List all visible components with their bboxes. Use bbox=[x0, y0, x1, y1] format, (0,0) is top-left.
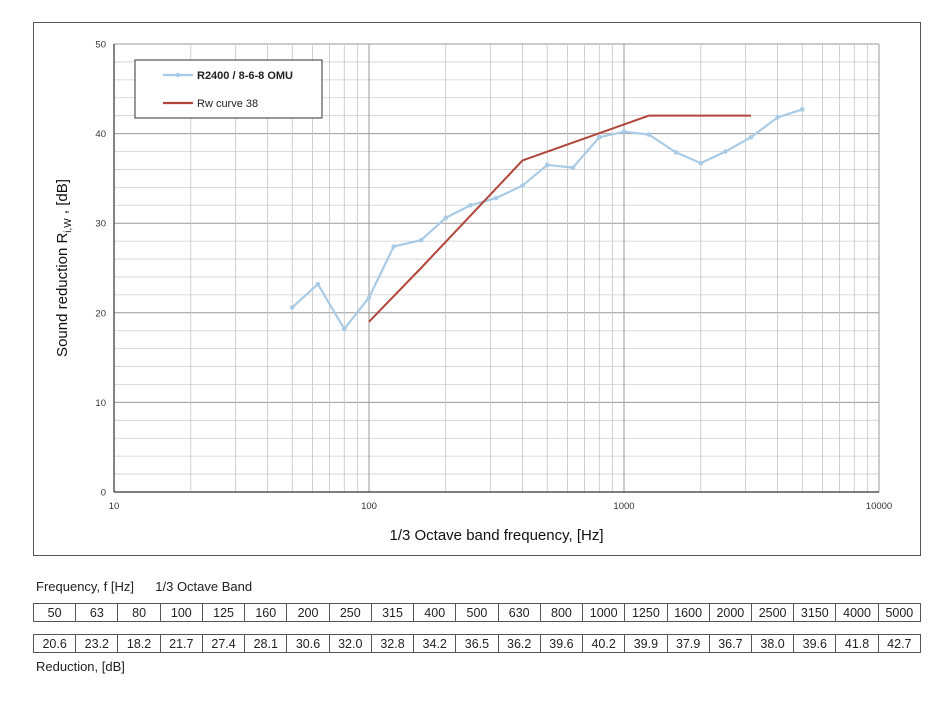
data-point bbox=[748, 134, 754, 140]
frequency-cell: 125 bbox=[201, 603, 246, 622]
reduction-cell: 20.6 bbox=[32, 634, 77, 653]
data-point bbox=[391, 244, 397, 249]
data-point bbox=[673, 150, 679, 155]
reduction-cell: 23.2 bbox=[75, 634, 119, 653]
data-point bbox=[646, 132, 652, 137]
frequency-cell: 2000 bbox=[708, 603, 752, 622]
reduction-cell: 40.2 bbox=[582, 634, 626, 653]
data-point bbox=[443, 215, 449, 221]
y-tick-label: 50 bbox=[95, 40, 106, 51]
y-tick-label: 0 bbox=[101, 488, 106, 499]
reduction-cell: 18.2 bbox=[117, 634, 161, 653]
reduction-cell: 30.6 bbox=[286, 634, 330, 653]
frequency-label: Frequency, f [Hz] bbox=[36, 579, 135, 594]
data-point bbox=[315, 281, 321, 287]
data-point bbox=[468, 202, 473, 208]
x-tick-label: 10000 bbox=[866, 501, 892, 512]
frequency-cell: 50 bbox=[32, 603, 77, 622]
reduction-cell: 39.6 bbox=[793, 634, 837, 653]
frequency-cell: 5000 bbox=[877, 603, 922, 622]
legend-box bbox=[134, 59, 323, 119]
band-label: 1/3 Octave Band bbox=[155, 579, 253, 594]
data-point bbox=[493, 195, 499, 201]
reduction-cell: 21.7 bbox=[159, 634, 203, 653]
reduction-cell: 34.2 bbox=[413, 634, 457, 653]
frequency-cell: 500 bbox=[455, 603, 499, 622]
data-point bbox=[596, 134, 602, 140]
reduction-cell: 27.4 bbox=[201, 634, 246, 653]
y-tick-label: 40 bbox=[95, 129, 106, 140]
data-point bbox=[544, 162, 550, 168]
data-point bbox=[289, 305, 295, 310]
reduction-cell: 42.7 bbox=[877, 634, 922, 653]
reduction-label: Reduction, [dB] bbox=[36, 659, 125, 674]
reduction-cell: 39.6 bbox=[539, 634, 584, 653]
frequency-cell: 160 bbox=[244, 603, 288, 622]
y-axis-label: Sound reduction Ri,W , [dB] bbox=[54, 179, 74, 357]
x-tick-label: 1000 bbox=[613, 501, 634, 512]
data-point bbox=[366, 295, 372, 300]
frequency-cell: 315 bbox=[370, 603, 415, 622]
legend-label: Rw curve 38 bbox=[197, 98, 258, 110]
series-line-2 bbox=[368, 114, 752, 323]
x-axis-label: 1/3 Octave band frequency, [Hz] bbox=[389, 527, 603, 544]
frequency-cell: 63 bbox=[75, 603, 119, 622]
data-point bbox=[520, 183, 525, 188]
frequency-cell: 4000 bbox=[835, 603, 879, 622]
data-point bbox=[799, 107, 805, 112]
reduction-cell: 32.0 bbox=[328, 634, 372, 653]
x-tick-label: 100 bbox=[361, 501, 377, 512]
frequency-cell: 400 bbox=[413, 603, 457, 622]
reduction-cell: 41.8 bbox=[835, 634, 879, 653]
frequency-cell: 200 bbox=[286, 603, 330, 622]
reduction-cell: 28.1 bbox=[244, 634, 288, 653]
frequency-cell: 800 bbox=[539, 603, 584, 622]
reduction-cell: 36.5 bbox=[455, 634, 499, 653]
y-tick-label: 30 bbox=[95, 219, 106, 230]
frequency-cell: 2500 bbox=[750, 603, 795, 622]
y-tick-label: 10 bbox=[95, 398, 106, 409]
frequency-cell: 1250 bbox=[624, 603, 668, 622]
data-point bbox=[570, 165, 576, 170]
data-point bbox=[341, 326, 347, 332]
x-tick-label: 10 bbox=[109, 501, 120, 512]
reduction-cell: 32.8 bbox=[370, 634, 415, 653]
reduction-cell: 39.9 bbox=[624, 634, 668, 653]
reduction-cell: 37.9 bbox=[666, 634, 710, 653]
reduction-cell: 36.2 bbox=[497, 634, 541, 653]
reduction-cell: 36.7 bbox=[708, 634, 752, 653]
y-tick-label: 20 bbox=[95, 308, 106, 319]
frequency-cell: 80 bbox=[117, 603, 161, 622]
frequency-cell: 1000 bbox=[582, 603, 626, 622]
frequency-cell: 630 bbox=[497, 603, 541, 622]
data-point bbox=[621, 129, 627, 135]
frequency-cell: 3150 bbox=[793, 603, 837, 622]
frequency-table: 50 63 80 100 125 160 200 250 315 400 500 630 800 1000… bbox=[32, 603, 922, 622]
legend-marker bbox=[175, 72, 181, 78]
chart-frame: R2400 / 8-6-8 OMU Rw curve 38 0 10 20 30 40 50… bbox=[33, 22, 921, 556]
data-point bbox=[418, 237, 424, 243]
frequency-cell: 100 bbox=[159, 603, 203, 622]
data-point bbox=[723, 149, 728, 154]
data-point bbox=[698, 160, 704, 166]
legend-label: R2400 / 8-6-8 OMU bbox=[197, 70, 293, 82]
reduction-table: 20.6 23.2 18.2 21.7 27.4 28.1 30.6 32.0 32.8 34.2… bbox=[32, 634, 922, 653]
reduction-cell: 38.0 bbox=[750, 634, 795, 653]
frequency-cell: 1600 bbox=[666, 603, 710, 622]
data-point bbox=[775, 115, 780, 120]
frequency-cell: 250 bbox=[328, 603, 372, 622]
